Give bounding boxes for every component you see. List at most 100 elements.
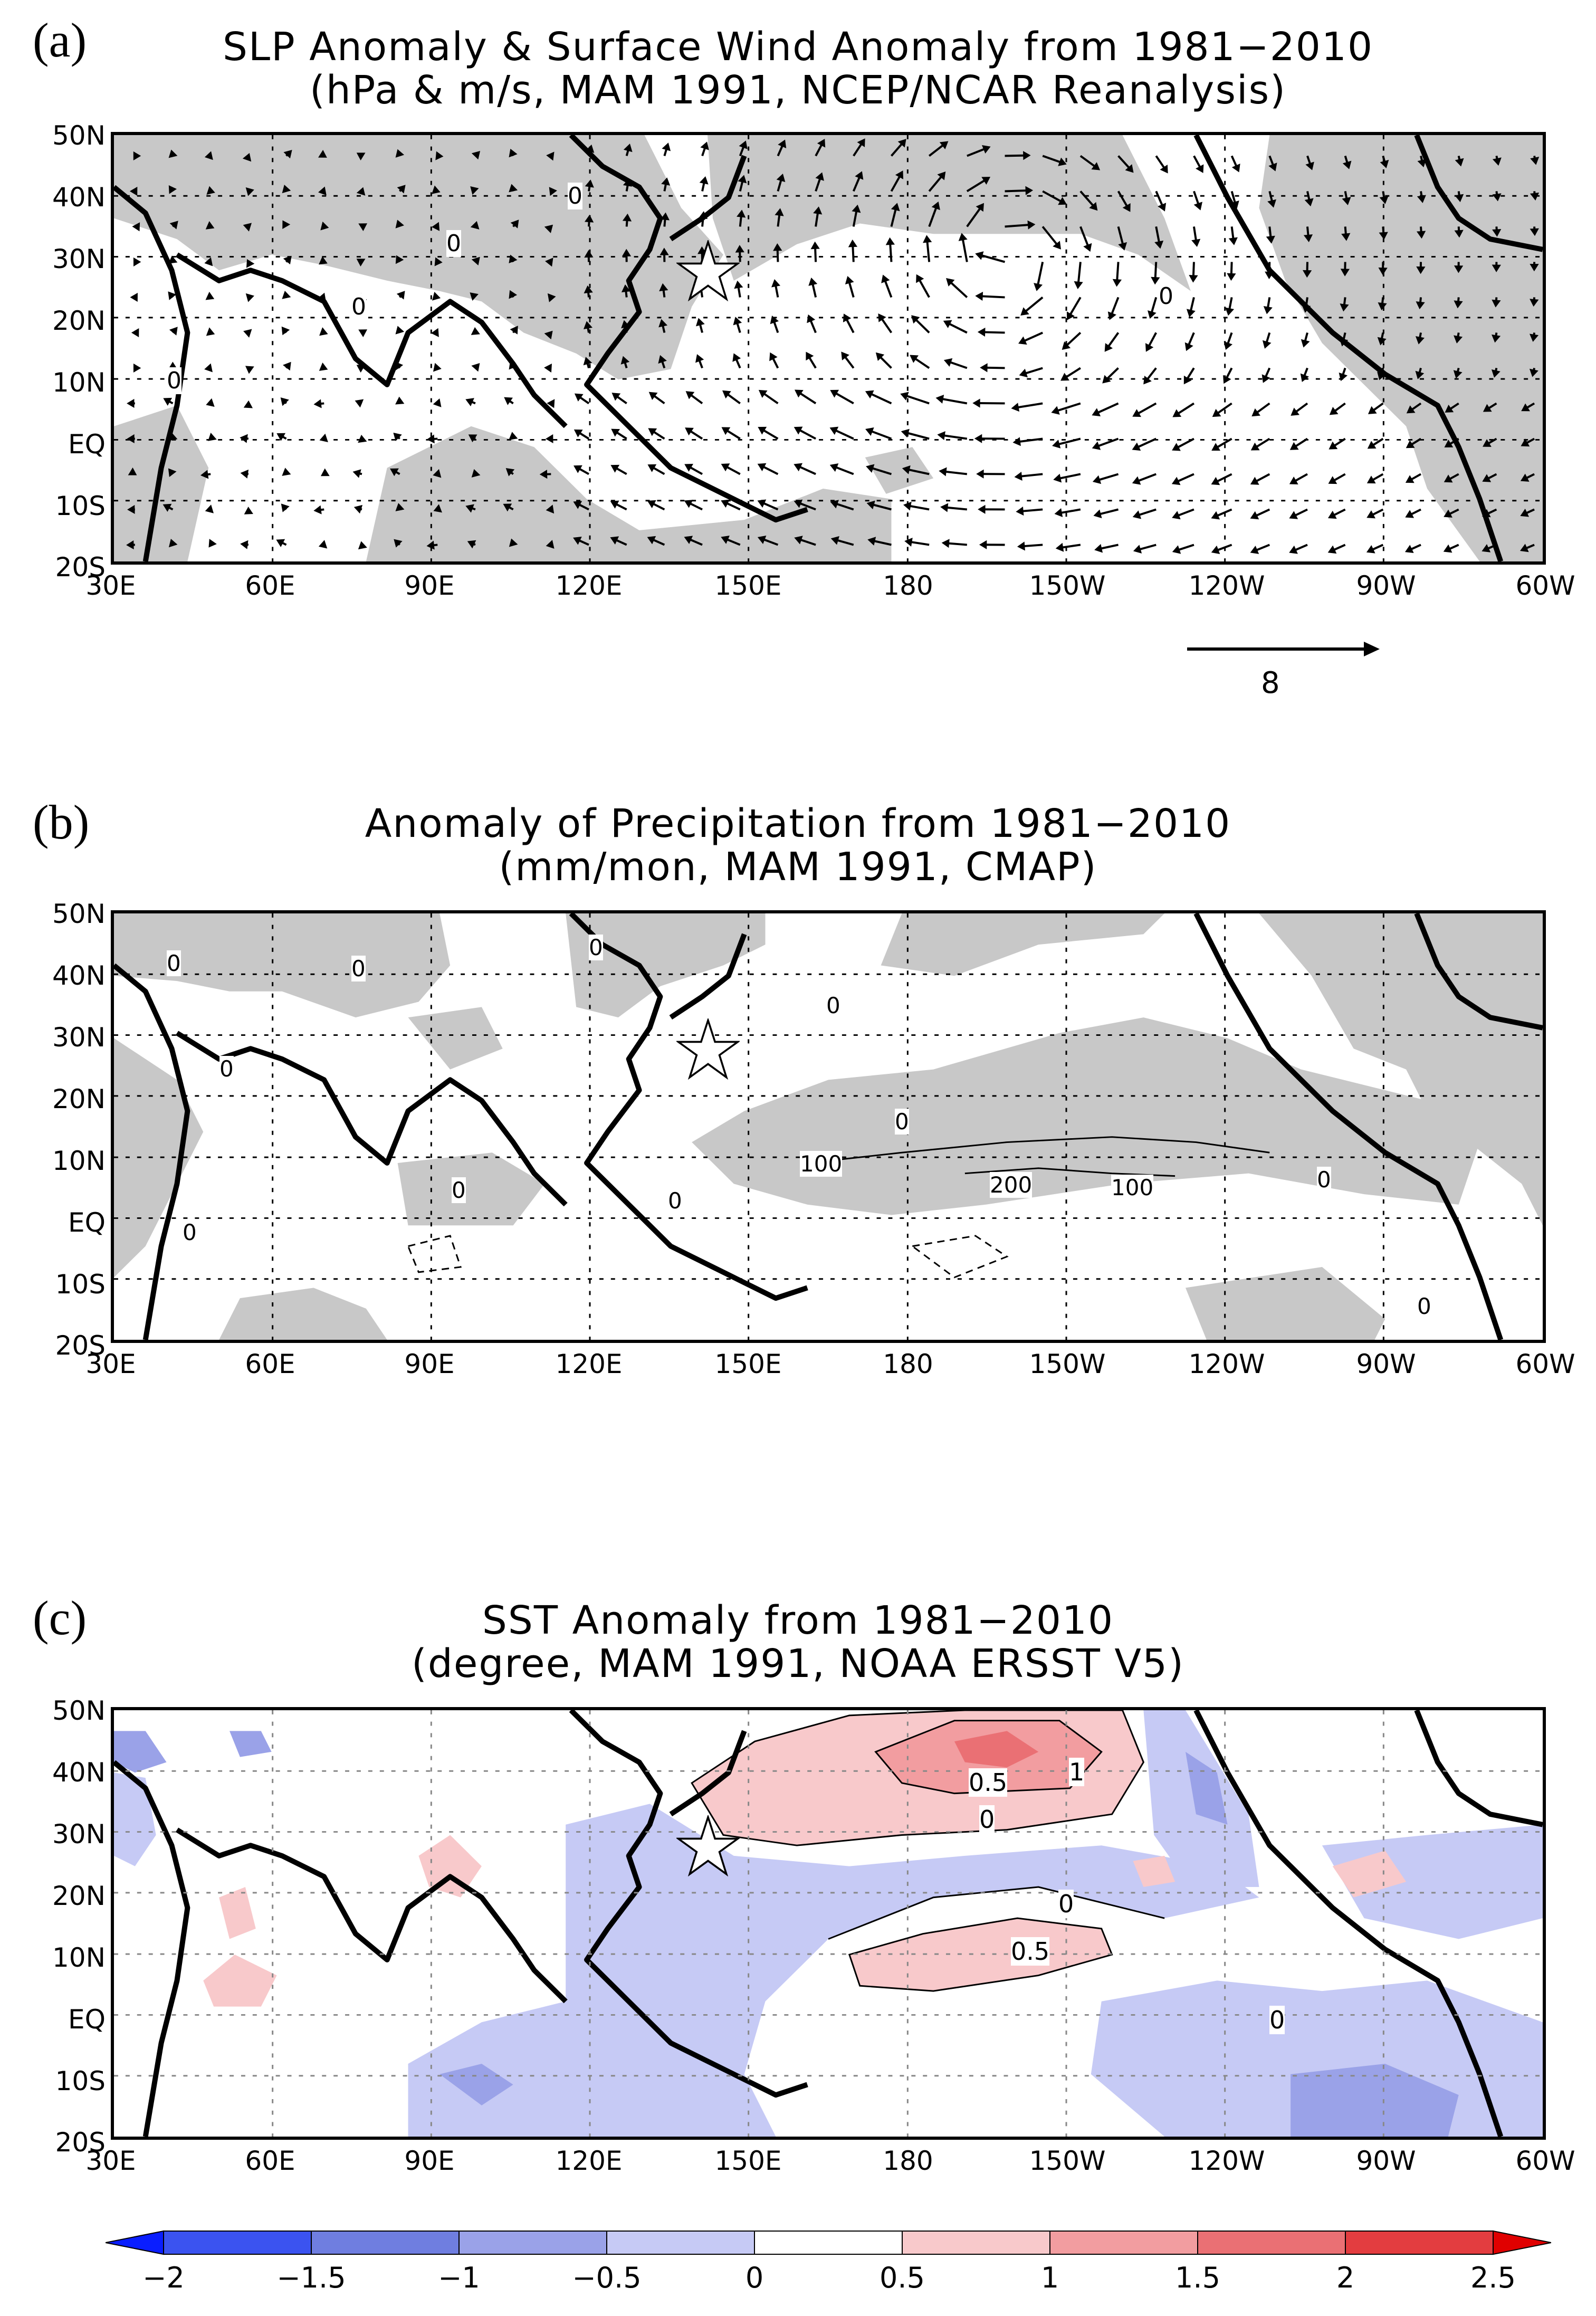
wind-vector-head bbox=[395, 361, 404, 370]
panel-a-lon-label: 60E bbox=[245, 570, 295, 601]
wind-vector-head bbox=[281, 326, 290, 336]
wind-vector-head bbox=[661, 177, 671, 186]
colorbar-extend-high bbox=[1493, 2230, 1551, 2255]
wind-vector-head bbox=[935, 394, 944, 404]
wind-vector-head bbox=[1154, 240, 1164, 249]
panel-c-lon-label: 60W bbox=[1515, 2146, 1575, 2176]
wind-vector-head bbox=[434, 257, 443, 266]
reference-vector-arrow bbox=[1187, 642, 1380, 656]
wind-vector-head bbox=[622, 213, 632, 222]
wind-vector-head bbox=[1223, 375, 1231, 384]
wind-vector-head bbox=[1058, 157, 1067, 166]
wind-vector-head bbox=[1014, 471, 1022, 481]
wind-vector-head bbox=[395, 396, 405, 405]
wind-vector-head bbox=[695, 318, 705, 327]
wind-vector-head bbox=[1368, 406, 1377, 414]
wind-vector-head bbox=[283, 255, 292, 265]
wind-vector-head bbox=[1379, 196, 1389, 204]
wind-vector-head bbox=[505, 468, 515, 476]
wind-vector-head bbox=[1052, 440, 1061, 449]
wind-vector-head bbox=[432, 292, 441, 301]
wind-vector-head bbox=[902, 465, 911, 474]
wind-vector-head bbox=[684, 500, 693, 508]
wind-vector-head bbox=[647, 464, 657, 472]
wind-vector-head bbox=[282, 220, 291, 230]
wind-vector-head bbox=[1406, 440, 1415, 449]
wind-vector-head bbox=[1291, 407, 1299, 416]
colorbar-segment bbox=[1345, 2231, 1494, 2255]
panel-b-contour-label: 0 bbox=[589, 935, 603, 960]
wind-vector-head bbox=[700, 141, 709, 150]
panel-b-map-canvas bbox=[114, 913, 1543, 1340]
wind-vector-head bbox=[546, 504, 555, 514]
wind-vector-head bbox=[697, 246, 707, 254]
wind-vector-head bbox=[817, 138, 826, 148]
wind-vector-head bbox=[1482, 474, 1492, 482]
wind-vector-head bbox=[976, 203, 984, 212]
wind-vector-head bbox=[1023, 151, 1031, 160]
panel-c-contour-label: 1 bbox=[1069, 1758, 1085, 1786]
panel-b-title: Anomaly of Precipitation from 1981−2010 … bbox=[0, 802, 1596, 889]
wind-vector-head bbox=[1521, 403, 1530, 412]
wind-vector-head bbox=[958, 233, 968, 241]
panel-c-map-canvas bbox=[114, 1710, 1543, 2137]
wind-vector-head bbox=[895, 170, 904, 179]
panel-a-lon-label: 30E bbox=[85, 570, 136, 601]
wind-vector-head bbox=[1492, 334, 1501, 343]
wind-vector-head bbox=[426, 434, 435, 444]
wind-vector-head bbox=[1483, 439, 1492, 447]
wind-vector-head bbox=[1328, 476, 1337, 484]
panel-c-coastlines bbox=[114, 1710, 1543, 2137]
wind-vector-head bbox=[1301, 339, 1310, 348]
panel-c-contours bbox=[691, 1710, 1165, 1992]
wind-vector-head bbox=[1148, 310, 1157, 319]
wind-vector-head bbox=[738, 175, 747, 184]
wind-vector-head bbox=[1443, 544, 1452, 553]
wind-vector-head bbox=[739, 140, 748, 149]
wind-vector-head bbox=[276, 433, 286, 441]
wind-vector-head bbox=[1300, 373, 1309, 382]
wind-vector-head bbox=[875, 352, 885, 361]
wind-vector-head bbox=[245, 187, 254, 196]
panel-b-lat-label: 10N bbox=[52, 1146, 106, 1176]
wind-vector-head bbox=[395, 255, 404, 264]
wind-vector-head bbox=[204, 151, 213, 160]
panel-a-lon-label: 150W bbox=[1029, 570, 1106, 601]
wind-vector-head bbox=[1263, 306, 1273, 314]
wind-vector-head bbox=[471, 256, 480, 266]
panel-c-lon-label: 150E bbox=[714, 2146, 782, 2176]
wind-vector-head bbox=[829, 426, 839, 435]
wind-vector-head bbox=[903, 501, 912, 511]
wind-vector-head bbox=[282, 185, 291, 194]
panel-b-lon-label: 90W bbox=[1356, 1349, 1416, 1379]
wind-vector-head bbox=[981, 177, 991, 185]
wind-vector-head bbox=[1191, 239, 1201, 247]
wind-vector-head bbox=[623, 178, 632, 187]
wind-vector-head bbox=[1051, 406, 1060, 415]
wind-vector-head bbox=[1455, 158, 1464, 167]
colorbar-segments bbox=[106, 2230, 1551, 2255]
wind-vector-head bbox=[509, 361, 518, 370]
wind-vector-head bbox=[1186, 309, 1196, 318]
wind-vector-head bbox=[685, 391, 695, 399]
wind-vector-head bbox=[1171, 476, 1181, 485]
wind-vector-head bbox=[169, 327, 178, 336]
wind-vector-head bbox=[1122, 203, 1131, 212]
wind-vector-head bbox=[243, 329, 252, 338]
wind-vector-head bbox=[432, 222, 440, 231]
wind-vector-head bbox=[1329, 407, 1339, 415]
wind-vector-head bbox=[1521, 439, 1530, 447]
wind-vector-head bbox=[1053, 241, 1061, 250]
wind-vector-head bbox=[794, 426, 803, 435]
panel-b-map: 0 0 0 0 0 0 0 0 100 200 100 0 0 0 bbox=[111, 910, 1546, 1343]
wind-vector-head bbox=[975, 291, 983, 301]
wind-vector-head bbox=[390, 468, 399, 476]
panel-b-lon-label: 150E bbox=[714, 1349, 782, 1379]
wind-vector-head bbox=[433, 504, 442, 513]
wind-vector-head bbox=[867, 537, 876, 546]
wind-vector-head bbox=[1378, 302, 1387, 311]
wind-vector-head bbox=[243, 400, 253, 408]
wind-vector-head bbox=[318, 186, 327, 196]
wind-vector-head bbox=[1406, 405, 1416, 414]
wind-vector-head bbox=[1193, 202, 1202, 211]
